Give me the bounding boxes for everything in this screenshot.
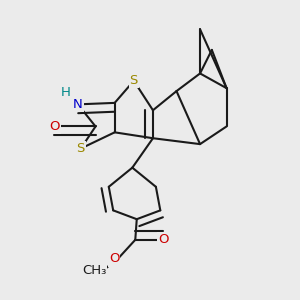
Text: S: S [76,142,85,155]
Text: N: N [73,98,83,111]
Text: O: O [109,252,119,266]
Text: H: H [61,86,71,99]
Text: S: S [130,74,138,87]
Text: CH₃: CH₃ [82,264,106,277]
Text: O: O [158,233,169,246]
Text: O: O [49,120,60,133]
